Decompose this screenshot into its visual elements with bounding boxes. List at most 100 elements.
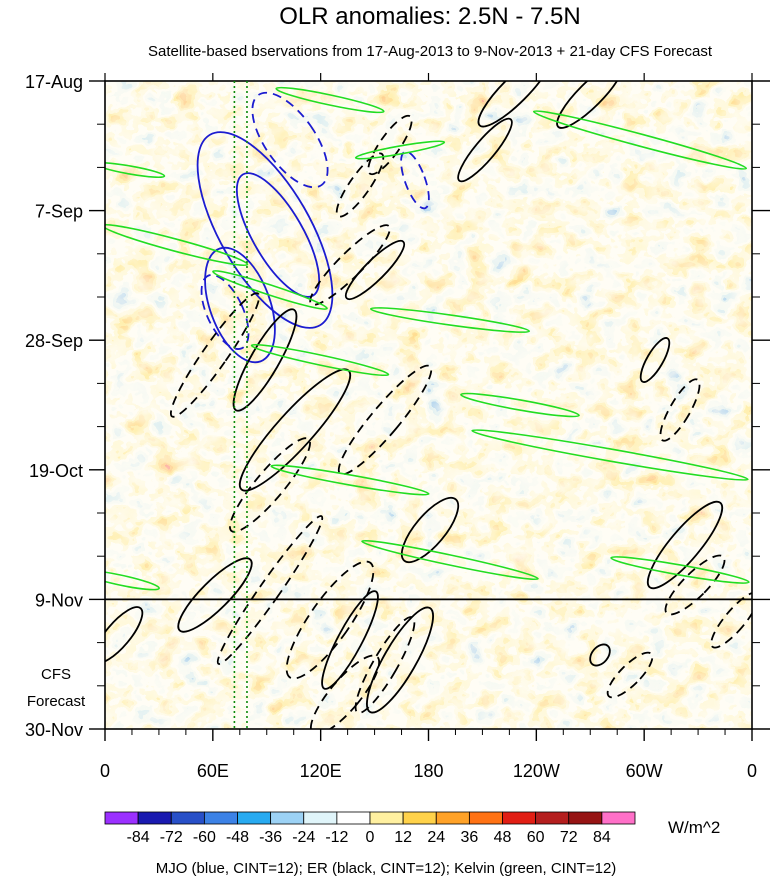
kelvin-contour [369,307,531,333]
x-tick-label: 120E [300,761,342,781]
er-contour [335,152,385,218]
colorbar-label: 36 [460,829,478,846]
kelvin-contour [532,110,748,170]
er-contour [344,239,406,301]
x-tick-label: 180 [413,761,443,781]
colorbar-swatch [601,811,636,825]
colorbar-label: -60 [193,829,216,846]
x-axis: 0 60E 120E 180 120W 60W 0 [100,73,757,781]
kelvin-contour [460,392,580,418]
kelvin-contour [471,429,749,481]
kelvin-contour [105,161,166,179]
x-tick-label: 60W [626,761,663,781]
colorbar-swatch [270,811,305,825]
er-contour [659,378,701,442]
colorbar-label: -24 [292,829,315,846]
colorbar-swatch [369,811,404,825]
plot-area [105,81,752,729]
colorbar-swatch [336,811,371,825]
kelvin-contour [105,223,249,267]
colorbar-label: 12 [394,829,412,846]
x-tick-label: 60E [197,761,229,781]
colorbar-swatch [203,811,238,825]
colorbar-swatch [402,811,437,825]
colorbar-swatch [104,811,139,825]
colorbar-swatch [435,811,470,825]
chart-title: OLR anomalies: 2.5N - 7.5N [279,3,580,30]
kelvin-contour [361,539,539,581]
er-contour [105,606,144,664]
er-contour [477,81,553,128]
er-contour [606,651,654,699]
er-contour [337,364,433,476]
mjo-contour [400,150,430,210]
y-tick-label: 28-Sep [25,331,83,351]
er-contour [169,292,261,418]
y-tick-label: 7-Sep [35,202,83,222]
er-contour [309,654,381,729]
mjo-contour [235,172,321,298]
colorbar-swatch [468,811,503,825]
colorbar-swatch [535,811,570,825]
er-contour [589,643,611,667]
footer-legend: MJO (blue, CINT=12); ER (black, CINT=12)… [156,860,617,877]
er-contour [710,591,752,649]
er-contour [177,557,253,633]
chart-subtitle: Satellite-based bservations from 17-Aug-… [148,43,713,60]
colorbar-swatch [568,811,603,825]
kelvin-contour [105,569,160,591]
colorbar: -84 -72 -60 -48 -36 -24 -12 0 12 24 36 48 60 72 84 [104,811,636,846]
er-contour [285,560,375,680]
forecast-label-line2: Forecast [27,693,86,710]
er-contour [354,616,416,714]
wave-filtered-contours [105,81,752,729]
er-contour [367,114,413,176]
mjo-contour [196,131,334,329]
colorbar-units: W/m^2 [668,818,720,837]
er-contour [664,554,726,616]
er-contour [229,437,311,533]
field-wash [105,81,752,729]
mjo-contour [251,91,329,189]
kelvin-contour [270,464,430,496]
colorbar-swatch [137,811,172,825]
er-contour [556,81,624,129]
colorbar-label: 60 [527,829,545,846]
er-contour [639,337,671,383]
y-tick-label: 17-Aug [25,72,83,92]
colorbar-swatch [237,811,272,825]
colorbar-label: -48 [226,829,249,846]
olr-anomaly-field [105,81,752,729]
x-tick-label: 120W [513,761,560,781]
er-contour [321,590,379,690]
colorbar-label: 24 [427,829,445,846]
colorbar-label: -84 [127,829,150,846]
kelvin-contour [275,86,385,114]
colorbar-label: 0 [366,829,375,846]
y-tick-label: 19-Oct [29,461,83,481]
colorbar-swatch [170,811,205,825]
colorbar-label: 84 [593,829,611,846]
er-contour [366,606,434,714]
er-contour [457,117,513,183]
er-contour [646,500,724,590]
colorbar-label: -36 [259,829,282,846]
kelvin-contour [354,140,446,160]
er-contour [216,515,324,665]
colorbar-label: 72 [560,829,578,846]
colorbar-label: -12 [325,829,348,846]
colorbar-label: -72 [160,829,183,846]
er-contour [400,496,460,564]
colorbar-swatch [502,811,537,825]
colorbar-label: 48 [494,829,512,846]
colorbar-swatch [303,811,338,825]
y-tick-label: 30-Nov [25,720,83,740]
y-axis: 17-Aug 7-Sep 28-Sep 19-Oct 9-Nov 30-Nov [25,72,770,740]
kelvin-contour [250,343,390,377]
x-tick-label: 0 [747,761,757,781]
er-contour [232,308,298,412]
kelvin-contour [212,270,328,310]
forecast-label-line1: CFS [41,666,71,683]
y-tick-label: 9-Nov [35,590,83,610]
